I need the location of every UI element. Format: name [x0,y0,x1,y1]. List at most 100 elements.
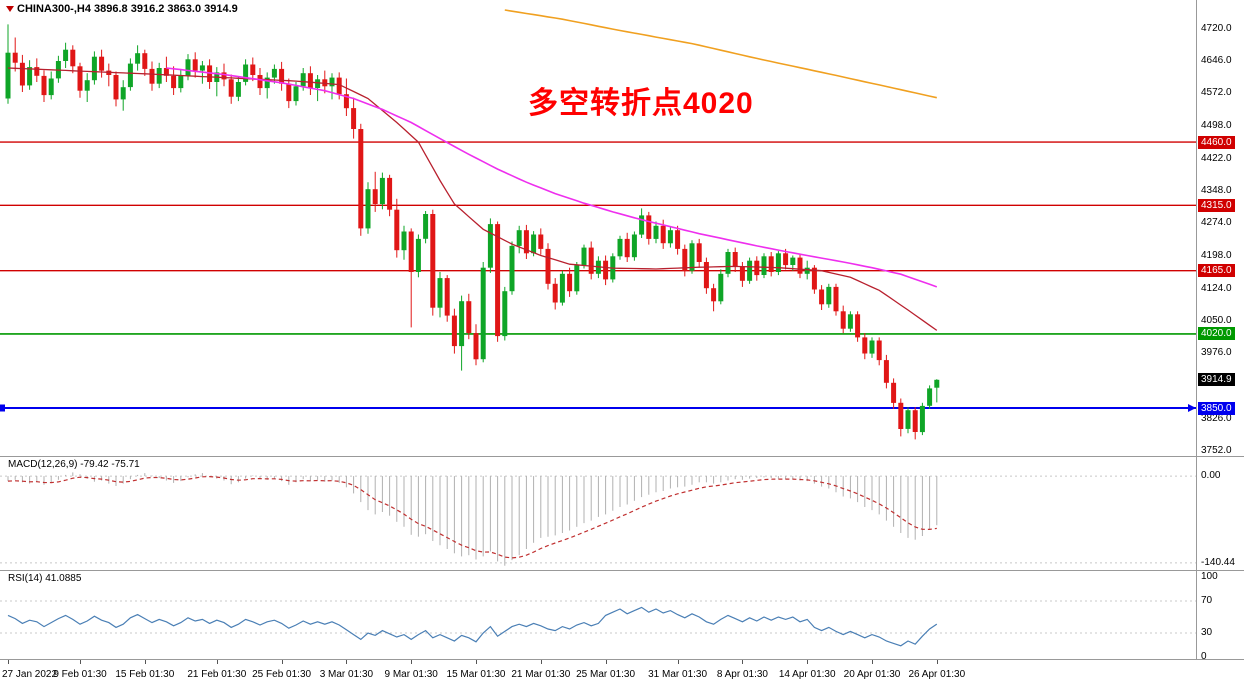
candle-body [696,243,702,262]
time-tick [346,660,348,664]
time-label: 14 Apr 01:30 [778,669,836,680]
price-tick: 4422.0 [1201,152,1232,164]
symbol-marker-icon [6,6,14,12]
candle-body [293,86,299,102]
candle-body [675,230,681,249]
candle-body [466,301,472,333]
price-tick: 3752.0 [1201,444,1232,456]
time-label: 15 Mar 01:30 [446,669,506,680]
price-axis-separator [1196,0,1197,660]
chart-header: CHINA300-,H4 3896.8 3916.2 3863.0 3914.9 [6,3,238,15]
candle-body [401,231,407,251]
candle-body [811,267,817,290]
time-axis: 27 Jan 2022 9 Feb 01:30 15 Feb 01:30 21 Feb… [0,660,1244,698]
time-tick [605,660,607,664]
candle-body [12,52,18,63]
candle-body [783,253,789,266]
annotation-text[interactable]: 多空转折点4020 [528,87,754,120]
panel-separator[interactable] [0,456,1244,457]
candle-body [819,289,825,305]
candle-body [372,189,378,204]
candle-body [91,56,97,81]
price-tick: 4720.0 [1201,22,1232,34]
candle-body [639,215,645,235]
candle-body [833,286,839,312]
price-axis: 4720.0 4646.0 4572.0 4498.0 4422.0 4348.0 4274… [1197,0,1244,662]
candle-body [934,379,940,388]
candle-body [135,53,141,64]
candle-body [804,267,810,274]
ma-fast-line [7,67,938,331]
time-label: 25 Mar 01:30 [576,669,636,680]
candle-body [250,64,256,75]
axis-separator [0,659,1244,660]
time-tick [677,660,679,664]
candle-body [495,224,501,337]
price-tick: 4348.0 [1201,184,1232,196]
price-level-badge: 4165.0 [1198,264,1235,278]
time-label: 8 Apr 01:30 [716,669,768,680]
candle-body [315,79,321,88]
candle-body [912,410,918,432]
candle-body [869,340,875,354]
candle-body [451,315,457,347]
candle-body [653,225,659,239]
rsi-indicator-panel: RSI(14) 41.0885 [0,571,1196,658]
candle-body [171,75,177,89]
main-chart-panel: CHINA300-,H4 3896.8 3916.2 3863.0 3914.9… [0,0,1196,456]
panel-separator[interactable] [0,570,1244,571]
candle-body [156,68,162,84]
price-tick: 3826.0 [1201,412,1232,424]
candle-body [775,253,781,272]
candle-body [70,49,76,67]
candle-body [689,243,695,271]
candle-body [351,108,357,129]
candle-body [459,301,465,347]
macd-plot[interactable] [0,457,1196,570]
candle-body [624,238,630,258]
candle-body [120,87,126,100]
price-tick: 4050.0 [1201,314,1232,326]
time-tick [540,660,542,664]
price-level-badge: 4315.0 [1198,198,1235,212]
candle-body [747,260,753,281]
candle-body [27,67,33,86]
macd-indicator-panel: MACD(12,26,9) -79.42 -75.71 [0,457,1196,570]
time-label: 25 Feb 01:30 [252,669,312,680]
candle-body [127,63,133,88]
candles-group [5,24,940,440]
price-tick: 4124.0 [1201,282,1232,294]
time-label: 21 Mar 01:30 [511,669,571,680]
candle-body [423,214,429,239]
candle-body [732,252,738,267]
time-tick [144,660,146,664]
candle-body [603,260,609,280]
ohlc-values-label: 3896.8 3916.2 3863.0 3914.9 [94,3,238,15]
candle-body [898,402,904,429]
time-tick [216,660,218,664]
candle-body [307,73,313,88]
candle-body [300,73,306,87]
candle-body [387,177,393,210]
rsi-plot[interactable] [0,571,1196,658]
candle-body [343,94,349,109]
price-chart-plot[interactable] [0,0,1196,456]
symbol-timeframe-label: CHINA300-,H4 [17,3,91,15]
candle-body [826,286,832,305]
candle-body [221,72,227,80]
candle-body [228,79,234,97]
time-label: 9 Feb 01:30 [53,669,107,680]
candle-body [862,337,868,354]
candle-body [552,283,558,303]
candle-body [790,257,796,265]
candle-body [739,266,745,281]
candle-body [660,225,666,244]
rsi-level-tick: 0 [1201,651,1207,662]
candle-body [588,247,594,274]
candle-body [927,388,933,406]
candle-body [379,177,385,205]
time-tick [807,660,809,664]
candle-body [358,129,364,229]
time-label: 21 Feb 01:30 [187,669,247,680]
